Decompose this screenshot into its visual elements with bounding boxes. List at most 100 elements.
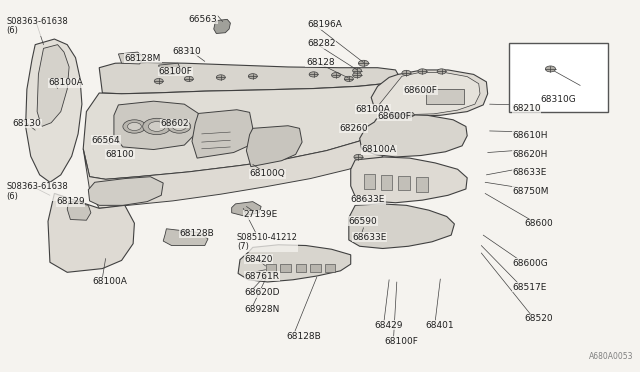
Polygon shape xyxy=(214,19,230,33)
Text: 68130: 68130 xyxy=(13,119,42,128)
Bar xyxy=(325,264,335,272)
Text: 68129: 68129 xyxy=(56,197,85,206)
Circle shape xyxy=(405,112,414,117)
Polygon shape xyxy=(159,63,180,74)
Text: 68750M: 68750M xyxy=(512,187,548,196)
Polygon shape xyxy=(37,45,69,126)
Bar xyxy=(398,176,410,190)
Polygon shape xyxy=(48,193,134,272)
Circle shape xyxy=(248,74,257,79)
Polygon shape xyxy=(83,79,396,179)
Bar xyxy=(266,264,276,272)
Text: 68610H: 68610H xyxy=(512,131,547,140)
Circle shape xyxy=(123,120,146,133)
Bar xyxy=(280,264,291,272)
Bar xyxy=(426,89,464,104)
Text: 68620H: 68620H xyxy=(512,150,547,158)
Polygon shape xyxy=(83,119,394,208)
Text: 68520: 68520 xyxy=(525,314,554,323)
Circle shape xyxy=(309,72,318,77)
Text: 66590: 66590 xyxy=(349,217,378,225)
Text: 68429: 68429 xyxy=(374,321,403,330)
Text: 68620D: 68620D xyxy=(244,288,280,297)
Circle shape xyxy=(358,60,369,66)
Text: 68100A: 68100A xyxy=(355,105,390,114)
Bar xyxy=(296,264,306,272)
Text: 68196A: 68196A xyxy=(307,20,342,29)
Text: 68100F: 68100F xyxy=(384,337,418,346)
Circle shape xyxy=(332,73,340,78)
Text: 68602: 68602 xyxy=(160,119,189,128)
Polygon shape xyxy=(349,204,454,248)
Text: 68928N: 68928N xyxy=(244,305,280,314)
Text: 66563: 66563 xyxy=(189,15,218,24)
Bar xyxy=(416,177,428,192)
Text: 68128M: 68128M xyxy=(125,54,161,63)
Text: 68210: 68210 xyxy=(512,104,541,113)
Circle shape xyxy=(168,120,191,133)
Circle shape xyxy=(154,78,163,84)
Text: 68761R: 68761R xyxy=(244,272,280,280)
Text: 68260: 68260 xyxy=(339,124,368,132)
Circle shape xyxy=(143,118,171,135)
Polygon shape xyxy=(371,70,488,116)
Polygon shape xyxy=(232,202,261,216)
Circle shape xyxy=(353,68,362,73)
Text: 68600F: 68600F xyxy=(378,112,412,121)
Text: A680A0053: A680A0053 xyxy=(589,352,634,361)
Circle shape xyxy=(216,75,225,80)
Polygon shape xyxy=(351,157,467,203)
Text: 68420: 68420 xyxy=(244,255,273,264)
Text: S08510-41212
(7): S08510-41212 (7) xyxy=(237,232,298,251)
Circle shape xyxy=(392,113,401,119)
Text: 68401: 68401 xyxy=(426,321,454,330)
Text: 68282: 68282 xyxy=(307,39,336,48)
Text: 68128B: 68128B xyxy=(287,332,321,341)
Text: 68600F: 68600F xyxy=(403,86,437,94)
Circle shape xyxy=(172,122,186,131)
Polygon shape xyxy=(67,201,91,220)
Circle shape xyxy=(418,69,427,74)
Polygon shape xyxy=(379,73,480,115)
Polygon shape xyxy=(88,177,163,205)
Text: 68128B: 68128B xyxy=(179,229,214,238)
Circle shape xyxy=(344,76,353,81)
Polygon shape xyxy=(26,39,82,182)
Text: 27139E: 27139E xyxy=(243,210,278,219)
Text: 68517E: 68517E xyxy=(512,283,547,292)
Text: 66564: 66564 xyxy=(92,136,120,145)
Circle shape xyxy=(148,122,165,131)
Circle shape xyxy=(127,122,141,131)
Text: 68600G: 68600G xyxy=(512,259,548,267)
Text: 68100A: 68100A xyxy=(362,145,396,154)
Bar xyxy=(364,174,375,189)
Text: 68100A: 68100A xyxy=(93,277,127,286)
Circle shape xyxy=(437,69,446,74)
Bar xyxy=(381,175,392,190)
Polygon shape xyxy=(238,245,351,282)
Polygon shape xyxy=(246,126,302,167)
Bar xyxy=(310,264,321,272)
Text: 68633E: 68633E xyxy=(512,168,547,177)
Text: 68100: 68100 xyxy=(106,150,134,158)
Text: 68128: 68128 xyxy=(306,58,335,67)
Text: 68100F: 68100F xyxy=(159,67,193,76)
Circle shape xyxy=(354,154,363,160)
Circle shape xyxy=(184,76,193,81)
Circle shape xyxy=(545,66,556,72)
Polygon shape xyxy=(163,229,208,246)
Polygon shape xyxy=(114,101,198,150)
Text: 68310G: 68310G xyxy=(541,95,576,104)
Circle shape xyxy=(353,73,362,78)
Text: S08363-61638
(6): S08363-61638 (6) xyxy=(6,182,68,201)
Polygon shape xyxy=(192,110,253,158)
Text: 68100A: 68100A xyxy=(48,78,83,87)
Text: 68310: 68310 xyxy=(173,46,202,55)
Circle shape xyxy=(402,70,411,76)
Text: 68600: 68600 xyxy=(525,219,554,228)
Text: 68633E: 68633E xyxy=(351,195,385,204)
Polygon shape xyxy=(118,52,144,64)
Polygon shape xyxy=(99,62,398,94)
Text: 68100Q: 68100Q xyxy=(250,169,285,178)
Bar xyxy=(509,43,608,112)
